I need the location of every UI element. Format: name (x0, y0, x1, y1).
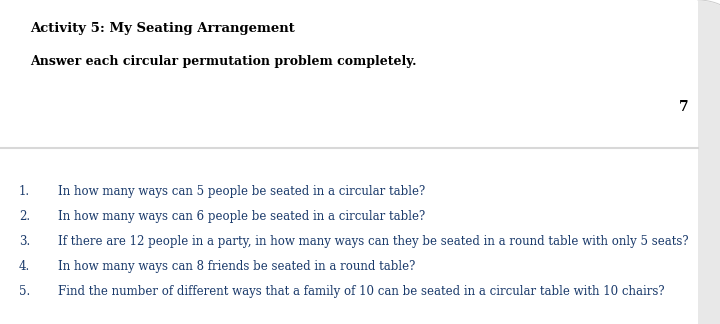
Text: 4.: 4. (19, 260, 30, 273)
Text: 3.: 3. (19, 235, 30, 248)
Text: 5.: 5. (19, 285, 30, 298)
Text: Find the number of different ways that a family of 10 can be seated in a circula: Find the number of different ways that a… (58, 285, 665, 298)
Text: In how many ways can 6 people be seated in a circular table?: In how many ways can 6 people be seated … (58, 210, 426, 223)
Polygon shape (698, 0, 720, 55)
Bar (698, 0, 720, 324)
Text: In how many ways can 5 people be seated in a circular table?: In how many ways can 5 people be seated … (58, 185, 426, 198)
Text: Activity 5: My Seating Arrangement: Activity 5: My Seating Arrangement (30, 22, 294, 35)
Text: In how many ways can 8 friends be seated in a round table?: In how many ways can 8 friends be seated… (58, 260, 415, 273)
Text: Answer each circular permutation problem completely.: Answer each circular permutation problem… (30, 55, 416, 68)
Text: 7: 7 (678, 100, 688, 114)
Text: 2.: 2. (19, 210, 30, 223)
Text: If there are 12 people in a party, in how many ways can they be seated in a roun: If there are 12 people in a party, in ho… (58, 235, 688, 248)
Text: 1.: 1. (19, 185, 30, 198)
